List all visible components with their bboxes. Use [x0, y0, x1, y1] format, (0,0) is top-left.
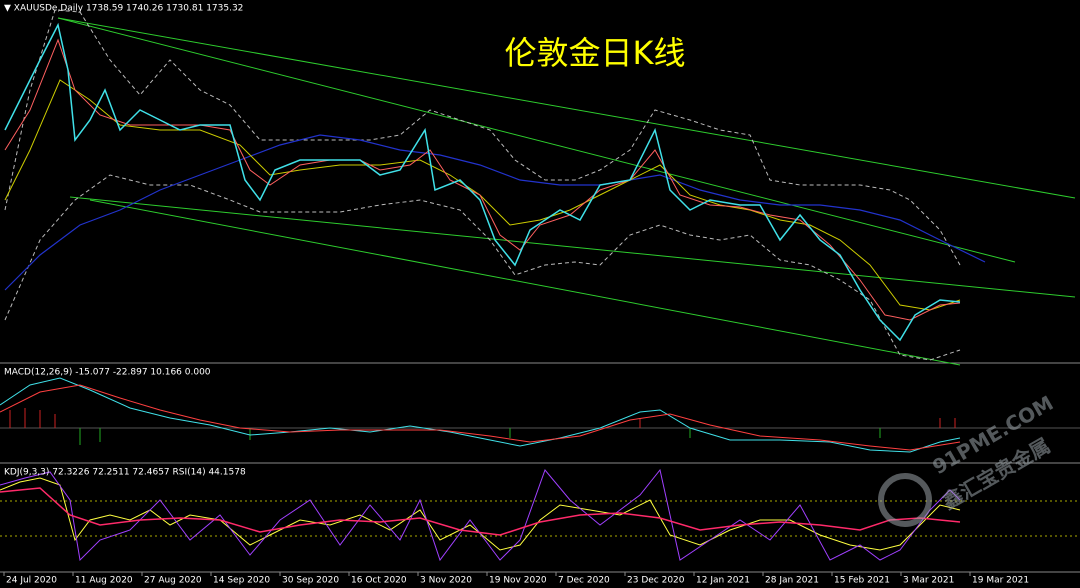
date-label: 16 Oct 2020	[351, 576, 407, 586]
macd-line	[0, 377, 961, 453]
date-label: 19 Mar 2021	[972, 576, 1029, 586]
date-label: 3 Nov 2020	[420, 576, 472, 586]
macd-hist-neg	[79, 428, 881, 445]
date-label: 14 Sep 2020	[213, 576, 270, 586]
date-label: 3 Mar 2021	[903, 576, 954, 586]
lower-band	[4, 174, 961, 361]
kdj-k	[0, 477, 961, 551]
bollinger-bands	[4, 9, 961, 361]
chart-title: 伦敦金日K线	[505, 34, 686, 72]
macd-hist-pos	[9, 408, 956, 428]
trend-lines	[57, 17, 1076, 366]
signal-line	[0, 384, 961, 451]
date-label: 24 Jul 2020	[6, 576, 57, 586]
moving-average-long	[4, 134, 986, 291]
upper-band	[4, 9, 961, 266]
rsi-line	[0, 487, 961, 536]
trend-line	[69, 196, 1076, 298]
trend-line	[57, 17, 1076, 199]
trend-line	[57, 17, 1016, 263]
date-label: 23 Dec 2020	[627, 576, 685, 586]
kdj-j	[0, 468, 961, 562]
date-label: 7 Dec 2020	[558, 576, 610, 586]
moving-average-mid	[4, 79, 961, 311]
symbol-header: ▼ XAUUSDe,Daily 1738.59 1740.26 1730.81 …	[4, 4, 243, 14]
date-label: 12 Jan 2021	[696, 576, 750, 586]
date-label: 30 Sep 2020	[282, 576, 339, 586]
date-label: 15 Feb 2021	[834, 576, 890, 586]
moving-average-short	[4, 38, 961, 321]
kdj-label: KDJ(9,3,3) 72.3226 72.2511 72.4657 RSI(1…	[4, 468, 246, 478]
date-axis: 24 Jul 2020 11 Aug 2020 27 Aug 2020 14 Sep …	[3, 572, 1029, 586]
date-label: 27 Aug 2020	[144, 576, 202, 586]
date-label: 19 Nov 2020	[489, 576, 547, 586]
price-line	[4, 22, 961, 342]
trend-line	[89, 199, 961, 366]
date-label: 28 Jan 2021	[765, 576, 819, 586]
watermark-logo	[878, 473, 932, 527]
date-label: 11 Aug 2020	[75, 576, 133, 586]
macd-label: MACD(12,26,9) -15.077 -22.897 10.166 0.0…	[4, 368, 211, 378]
